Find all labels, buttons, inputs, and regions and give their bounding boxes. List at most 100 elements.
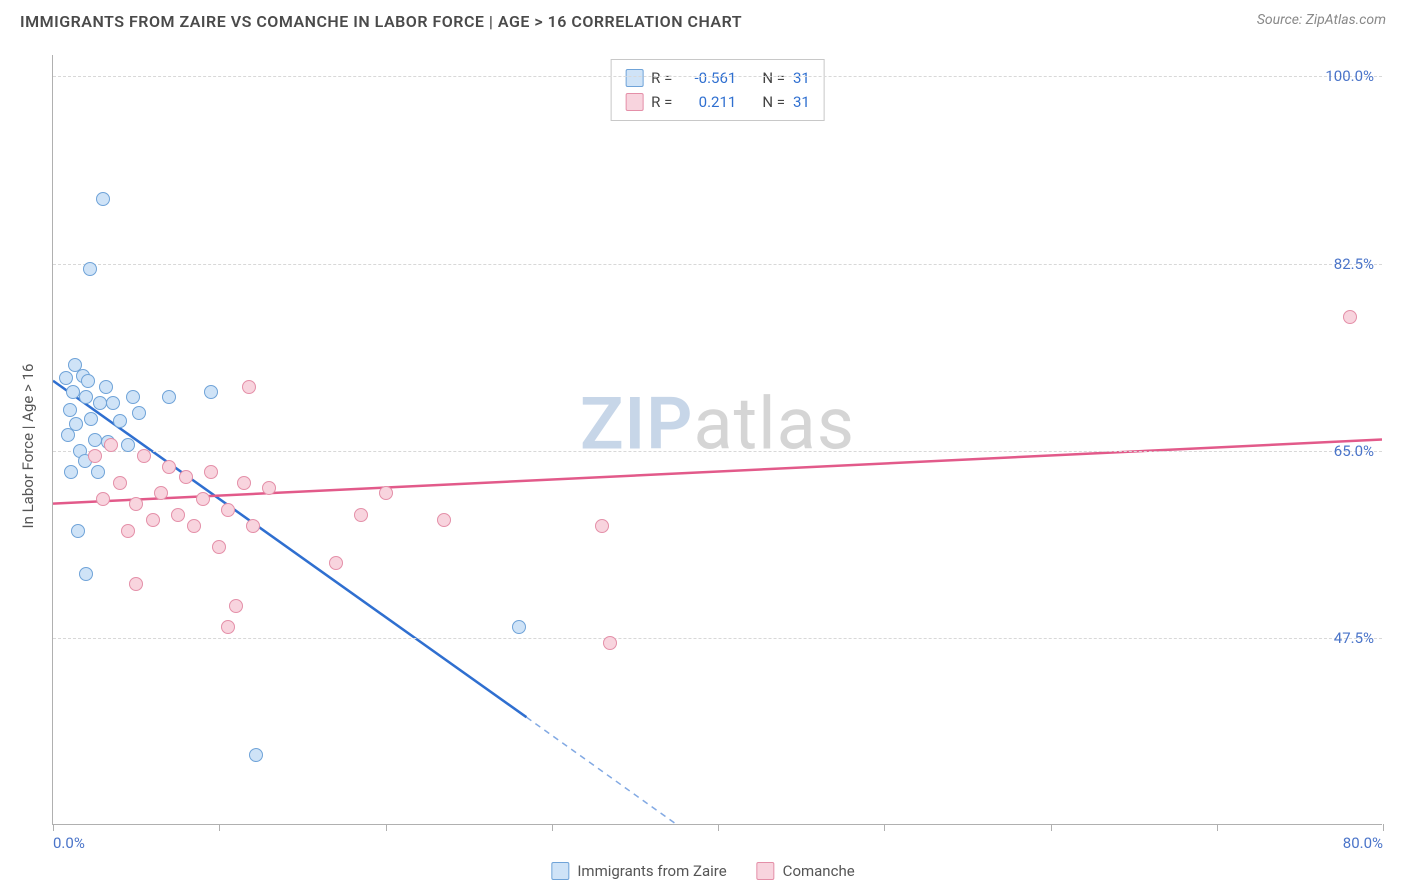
data-point <box>93 396 107 410</box>
data-point <box>121 438 135 452</box>
data-point <box>61 428 75 442</box>
y-tick-label: 82.5% <box>1334 255 1374 273</box>
data-point <box>106 396 120 410</box>
data-point <box>379 486 393 500</box>
data-point <box>354 508 368 522</box>
r-value: 0.211 <box>680 90 736 114</box>
data-point <box>262 481 276 495</box>
y-tick-label: 47.5% <box>1334 629 1374 647</box>
data-point <box>129 497 143 511</box>
data-point <box>132 406 146 420</box>
data-point <box>96 192 110 206</box>
data-point <box>129 577 143 591</box>
data-point <box>229 599 243 613</box>
data-point <box>84 412 98 426</box>
data-point <box>162 390 176 404</box>
legend-swatch <box>625 69 643 87</box>
gridline <box>53 638 1382 639</box>
data-point <box>212 540 226 554</box>
data-point <box>113 414 127 428</box>
watermark-atlas: atlas <box>693 382 855 467</box>
x-tick <box>552 824 553 831</box>
data-point <box>221 620 235 634</box>
data-point <box>126 390 140 404</box>
data-point <box>63 403 77 417</box>
data-point <box>137 449 151 463</box>
data-point <box>79 390 93 404</box>
legend-row: R =-0.561N =31 <box>625 66 810 90</box>
data-point <box>96 492 110 506</box>
data-point <box>113 476 127 490</box>
scatter-chart: ZIPatlas R = -0.561 N = 31R = 0.211 N = 31 47.… <box>52 55 1382 825</box>
n-value: 31 <box>793 66 810 90</box>
data-point <box>237 476 251 490</box>
data-point <box>71 524 85 538</box>
data-point <box>91 465 105 479</box>
r-label: R = <box>651 66 672 90</box>
x-tick <box>386 824 387 831</box>
r-label: R = <box>651 90 672 114</box>
data-point <box>66 385 80 399</box>
data-point <box>104 438 118 452</box>
source-name: ZipAtlas.com <box>1306 12 1386 28</box>
x-tick-label: 80.0% <box>1343 834 1383 852</box>
data-point <box>83 262 97 276</box>
legend-item: Comanche <box>757 862 855 880</box>
y-tick-label: 65.0% <box>1334 442 1374 460</box>
data-point <box>204 465 218 479</box>
n-value: 31 <box>793 90 810 114</box>
data-point <box>59 371 73 385</box>
legend-swatch <box>551 862 569 880</box>
legend-swatch <box>625 93 643 111</box>
data-point <box>88 449 102 463</box>
gridline <box>53 76 1382 77</box>
data-point <box>79 567 93 581</box>
source-prefix: Source: <box>1257 12 1306 28</box>
x-tick-label: 0.0% <box>53 834 85 852</box>
series-legend: Immigrants from Zaire Comanche <box>551 862 854 880</box>
data-point <box>64 465 78 479</box>
data-point <box>179 470 193 484</box>
data-point <box>162 460 176 474</box>
data-point <box>146 513 160 527</box>
data-point <box>154 486 168 500</box>
data-point <box>246 519 260 533</box>
data-point <box>603 636 617 650</box>
n-label: N = <box>762 90 785 114</box>
data-point <box>196 492 210 506</box>
legend-swatch <box>757 862 775 880</box>
data-point <box>595 519 609 533</box>
r-value: -0.561 <box>680 66 736 90</box>
data-point <box>437 513 451 527</box>
x-tick <box>1051 824 1052 831</box>
data-point <box>249 748 263 762</box>
x-tick <box>53 824 54 831</box>
legend-item: Immigrants from Zaire <box>551 862 726 880</box>
x-tick <box>1383 824 1384 831</box>
legend-label: Immigrants from Zaire <box>577 862 726 880</box>
correlation-legend: R = -0.561 N = 31R = 0.211 N = 31 <box>610 59 825 121</box>
data-point <box>221 503 235 517</box>
data-point <box>171 508 185 522</box>
trend-lines <box>53 55 1382 824</box>
data-point <box>81 374 95 388</box>
data-point <box>512 620 526 634</box>
x-tick <box>1217 824 1218 831</box>
data-point <box>88 433 102 447</box>
data-point <box>242 380 256 394</box>
gridline <box>53 264 1382 265</box>
data-point <box>68 358 82 372</box>
x-tick <box>718 824 719 831</box>
data-point <box>1343 310 1357 324</box>
x-tick <box>219 824 220 831</box>
data-point <box>329 556 343 570</box>
gridline <box>53 451 1382 452</box>
y-tick-label: 100.0% <box>1325 67 1374 85</box>
legend-row: R = 0.211 N = 31 <box>625 90 810 114</box>
y-axis-label: In Labor Force | Age > 16 <box>19 364 37 529</box>
source-credit: Source: ZipAtlas.com <box>1257 12 1386 28</box>
data-point <box>121 524 135 538</box>
data-point <box>99 380 113 394</box>
data-point <box>187 519 201 533</box>
watermark: ZIPatlas <box>580 382 855 467</box>
